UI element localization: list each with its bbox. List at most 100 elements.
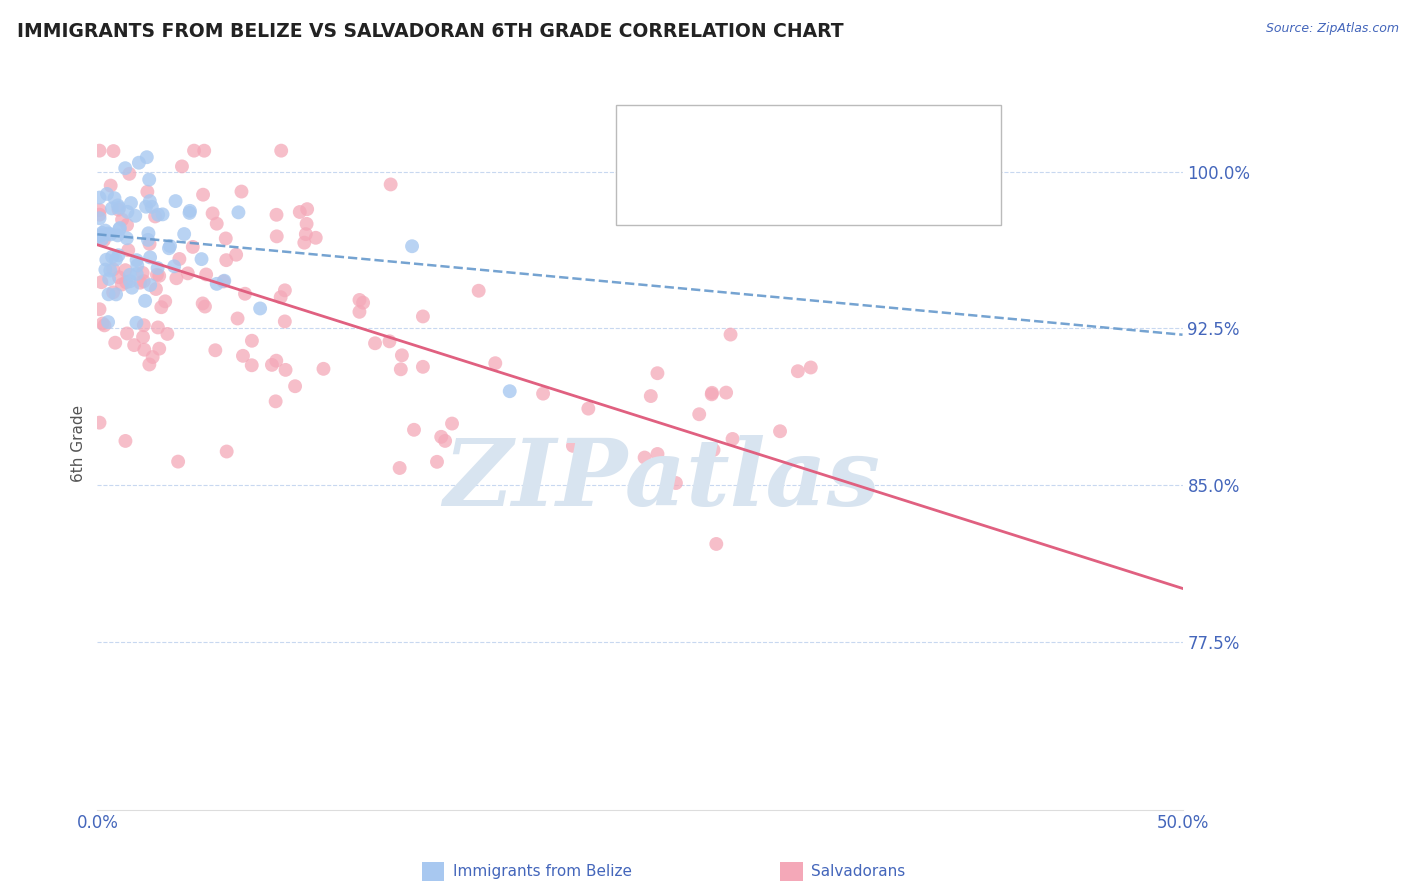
Point: [364, 336, 387, 351]
Point: [118, 167, 141, 181]
Point: [274, 283, 297, 297]
Point: [212, 275, 235, 289]
Point: [352, 295, 374, 310]
Point: [165, 271, 187, 285]
Point: [284, 379, 307, 393]
Point: [720, 327, 742, 342]
Point: [205, 217, 228, 231]
Point: [118, 274, 141, 288]
Point: [98, 263, 121, 277]
Point: [107, 202, 129, 217]
Point: [125, 267, 148, 281]
Point: [91, 232, 114, 246]
Point: [177, 266, 200, 280]
Point: [264, 394, 287, 409]
Point: [215, 253, 238, 268]
Point: [138, 358, 160, 372]
Point: [467, 284, 489, 298]
Point: [640, 389, 662, 403]
Point: [90, 227, 112, 242]
Text: N =: N =: [807, 131, 846, 149]
Point: [412, 310, 434, 324]
Text: Salvadorans: Salvadorans: [811, 864, 905, 879]
Point: [136, 233, 159, 247]
Point: [91, 226, 114, 240]
Text: -0.510: -0.510: [723, 174, 787, 192]
Point: [101, 250, 124, 264]
Point: [152, 207, 174, 221]
Point: [800, 360, 823, 375]
Point: [440, 417, 463, 431]
Point: [98, 227, 121, 242]
Point: [146, 261, 169, 276]
Point: [215, 444, 238, 458]
Point: [121, 281, 143, 295]
Point: [111, 277, 134, 292]
Point: [312, 361, 335, 376]
Text: N =: N =: [807, 174, 846, 192]
Point: [183, 144, 205, 158]
Point: [103, 191, 125, 205]
Point: [163, 260, 186, 274]
Point: [115, 275, 138, 289]
Point: [118, 268, 141, 282]
Point: [232, 349, 254, 363]
Point: [240, 358, 263, 372]
Point: [274, 314, 297, 328]
Point: [136, 185, 159, 199]
Point: [148, 268, 170, 283]
Text: 126: 126: [856, 174, 894, 192]
Point: [204, 343, 226, 358]
Point: [214, 274, 236, 288]
Point: [295, 202, 318, 216]
Point: [159, 239, 181, 253]
Text: Source: ZipAtlas.com: Source: ZipAtlas.com: [1265, 22, 1399, 36]
Point: [531, 386, 554, 401]
Point: [157, 241, 180, 255]
Point: [114, 161, 136, 176]
Point: [105, 287, 128, 301]
Point: [430, 430, 453, 444]
Point: [195, 268, 218, 282]
Point: [128, 155, 150, 169]
Point: [115, 231, 138, 245]
Point: [89, 211, 111, 226]
Point: [138, 236, 160, 251]
Point: [132, 330, 155, 344]
Point: [117, 205, 139, 219]
Point: [108, 201, 131, 215]
Point: [205, 277, 228, 291]
Point: [266, 229, 288, 244]
Point: [138, 172, 160, 186]
Point: [167, 454, 190, 468]
Point: [89, 203, 111, 218]
Point: [134, 343, 156, 357]
Point: [89, 229, 111, 244]
Point: [388, 461, 411, 475]
Point: [125, 253, 148, 268]
Point: [107, 198, 129, 212]
Point: [101, 262, 124, 277]
Point: [721, 432, 744, 446]
Point: [146, 320, 169, 334]
Point: [93, 318, 115, 333]
Point: [191, 296, 214, 310]
Point: [702, 442, 724, 457]
Point: [115, 218, 138, 232]
Point: [127, 258, 149, 272]
Point: [193, 144, 215, 158]
Point: [401, 239, 423, 253]
Point: [240, 334, 263, 348]
Point: [122, 338, 145, 352]
Point: [704, 537, 727, 551]
Point: [108, 270, 131, 285]
Text: -0.046: -0.046: [723, 131, 787, 149]
Point: [228, 205, 250, 219]
Point: [131, 266, 153, 280]
Point: [412, 359, 434, 374]
Text: R =: R =: [678, 174, 717, 192]
Point: [138, 227, 160, 241]
Point: [107, 248, 129, 262]
Point: [91, 317, 114, 331]
Point: [249, 301, 271, 316]
